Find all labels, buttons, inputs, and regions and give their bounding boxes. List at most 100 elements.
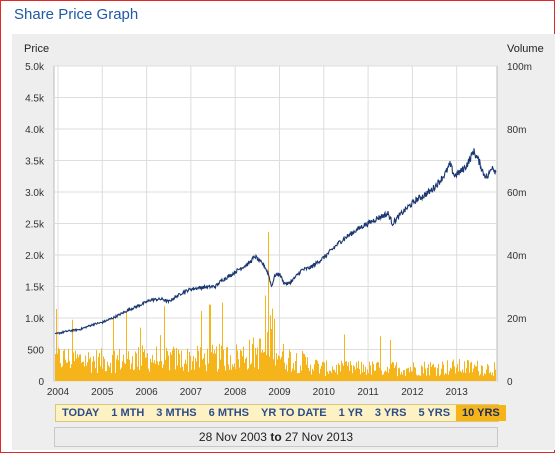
- volume-bar: [311, 374, 312, 381]
- volume-bar: [104, 358, 105, 381]
- volume-bar: [396, 362, 397, 381]
- volume-bar: [153, 362, 154, 381]
- volume-bar: [170, 352, 171, 381]
- range-button-5-yrs[interactable]: 5 YRS: [418, 407, 451, 419]
- volume-bar: [150, 358, 151, 381]
- volume-bar: [431, 366, 432, 381]
- volume-bar: [447, 360, 448, 381]
- volume-bar: [422, 366, 423, 381]
- x-tick-label: 2013: [446, 387, 469, 398]
- volume-bar: [240, 349, 241, 381]
- range-button-today[interactable]: TODAY: [62, 407, 100, 419]
- volume-bar: [480, 374, 481, 381]
- y-tick-label: 0: [38, 377, 44, 388]
- volume-bar: [417, 375, 418, 381]
- volume-bar: [443, 364, 444, 381]
- volume-bar: [239, 367, 240, 381]
- volume-bar: [331, 372, 332, 381]
- volume-bar: [139, 370, 140, 381]
- volume-bar: [144, 349, 145, 381]
- volume-bar: [68, 348, 69, 381]
- volume-bar: [103, 356, 104, 381]
- volume-bar: [478, 371, 479, 381]
- x-tick-label: 2008: [224, 387, 247, 398]
- volume-bar: [92, 361, 93, 381]
- volume-bar: [98, 356, 99, 381]
- volume-bar: [383, 374, 384, 381]
- volume-bar: [439, 375, 440, 381]
- volume-bar: [323, 361, 324, 381]
- range-button-1-yr[interactable]: 1 YR: [338, 407, 363, 419]
- volume-bar: [71, 364, 72, 381]
- y2-tick-label: 100m: [507, 62, 532, 73]
- volume-bar: [264, 351, 265, 381]
- volume-bar: [249, 339, 250, 381]
- volume-bar: [410, 366, 411, 381]
- volume-bar: [63, 350, 64, 381]
- volume-bar: [292, 368, 293, 381]
- y-tick-label: 5.0k: [25, 62, 45, 73]
- volume-bar: [385, 370, 386, 381]
- volume-bar: [116, 359, 117, 381]
- volume-bar: [448, 374, 449, 381]
- y-axis-title: Price: [24, 43, 49, 55]
- volume-bar: [368, 372, 369, 381]
- x-tick-label: 2012: [401, 387, 424, 398]
- volume-bar: [100, 366, 101, 381]
- range-button-10-yrs[interactable]: 10 YRS: [456, 405, 506, 421]
- volume-bar: [187, 348, 188, 381]
- volume-bar: [248, 368, 249, 381]
- volume-bar: [149, 371, 150, 381]
- volume-bar: [310, 364, 311, 381]
- volume-bar: [183, 370, 184, 381]
- volume-bar: [200, 347, 201, 381]
- range-button-1-mth[interactable]: 1 MTH: [111, 407, 145, 419]
- volume-bar: [342, 363, 343, 381]
- volume-bar: [272, 308, 273, 381]
- volume-bar: [126, 311, 127, 381]
- volume-bar: [197, 345, 198, 381]
- volume-bar: [327, 371, 328, 381]
- volume-bar: [313, 370, 314, 381]
- volume-bar: [155, 363, 156, 381]
- volume-bar: [295, 361, 296, 381]
- volume-bar: [174, 348, 175, 381]
- volume-bar: [296, 353, 297, 381]
- volume-bar: [131, 363, 132, 381]
- range-button-3-mths[interactable]: 3 MTHS: [156, 407, 197, 419]
- volume-bar: [250, 364, 251, 381]
- volume-bar: [424, 361, 425, 381]
- volume-bar: [83, 361, 84, 381]
- volume-bar: [224, 365, 225, 381]
- volume-bar: [211, 352, 212, 381]
- range-button-3-yrs[interactable]: 3 YRS: [374, 407, 407, 419]
- volume-bar: [344, 334, 345, 381]
- volume-bar: [355, 369, 356, 381]
- range-button-6-mths[interactable]: 6 MTHS: [208, 407, 249, 419]
- volume-bar: [491, 374, 492, 381]
- volume-bar: [176, 347, 177, 381]
- volume-bar: [469, 372, 470, 381]
- volume-bar: [260, 338, 261, 381]
- volume-bar: [454, 366, 455, 381]
- volume-bar: [91, 372, 92, 381]
- volume-bar: [231, 369, 232, 381]
- range-button-yr-to-date[interactable]: YR TO DATE: [260, 407, 327, 419]
- volume-bar: [367, 369, 368, 381]
- volume-bar: [243, 346, 244, 381]
- volume-bar: [451, 368, 452, 381]
- volume-bar: [326, 360, 327, 381]
- volume-bar: [189, 351, 190, 381]
- volume-bar: [127, 358, 128, 381]
- volume-bar: [444, 374, 445, 381]
- volume-bar: [247, 369, 248, 381]
- volume-bar: [345, 361, 346, 381]
- volume-bar: [210, 304, 211, 381]
- volume-bar: [458, 371, 459, 381]
- volume-bar: [476, 366, 477, 381]
- volume-bar: [109, 367, 110, 381]
- volume-bar: [193, 356, 194, 381]
- volume-bar: [89, 359, 90, 381]
- volume-bar: [61, 367, 62, 381]
- volume-bar: [253, 337, 254, 381]
